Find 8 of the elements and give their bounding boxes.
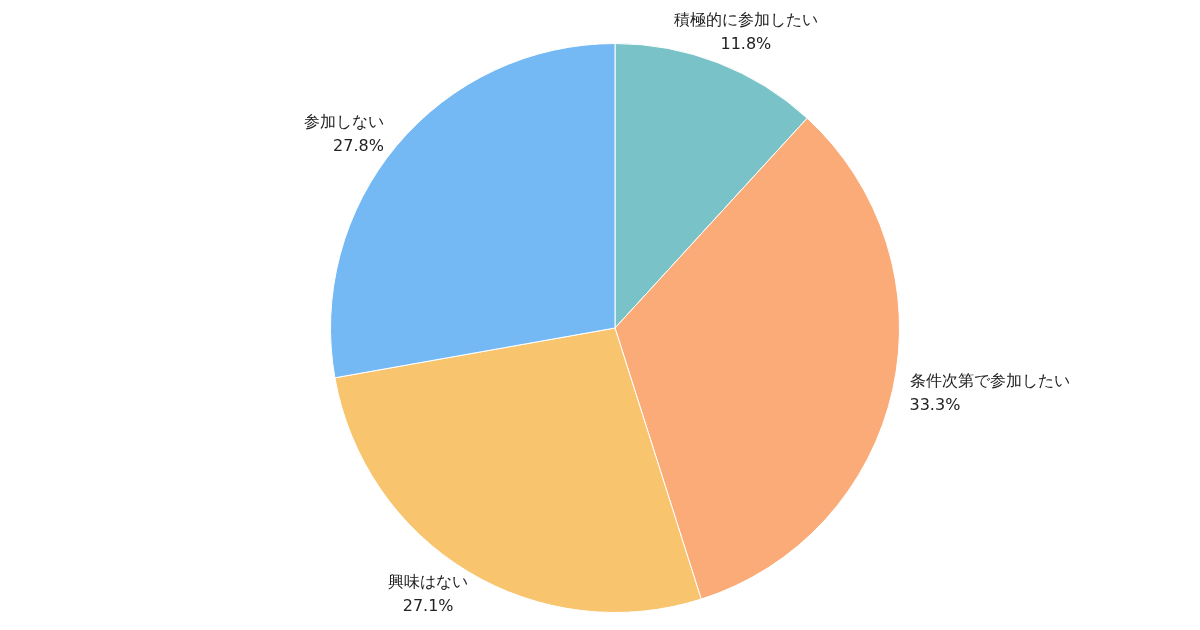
slice-label: 条件次第で参加したい — [909, 371, 1070, 391]
data-label: 11.8% — [720, 34, 772, 54]
slice-label: 興味はない — [388, 572, 469, 592]
slice-label: 積極的に参加したい — [673, 10, 818, 30]
data-label: 27.8% — [333, 136, 384, 156]
data-label: 33.3% — [909, 395, 961, 415]
slice-label: 参加しない — [303, 112, 384, 132]
data-label: 27.1% — [402, 596, 454, 616]
